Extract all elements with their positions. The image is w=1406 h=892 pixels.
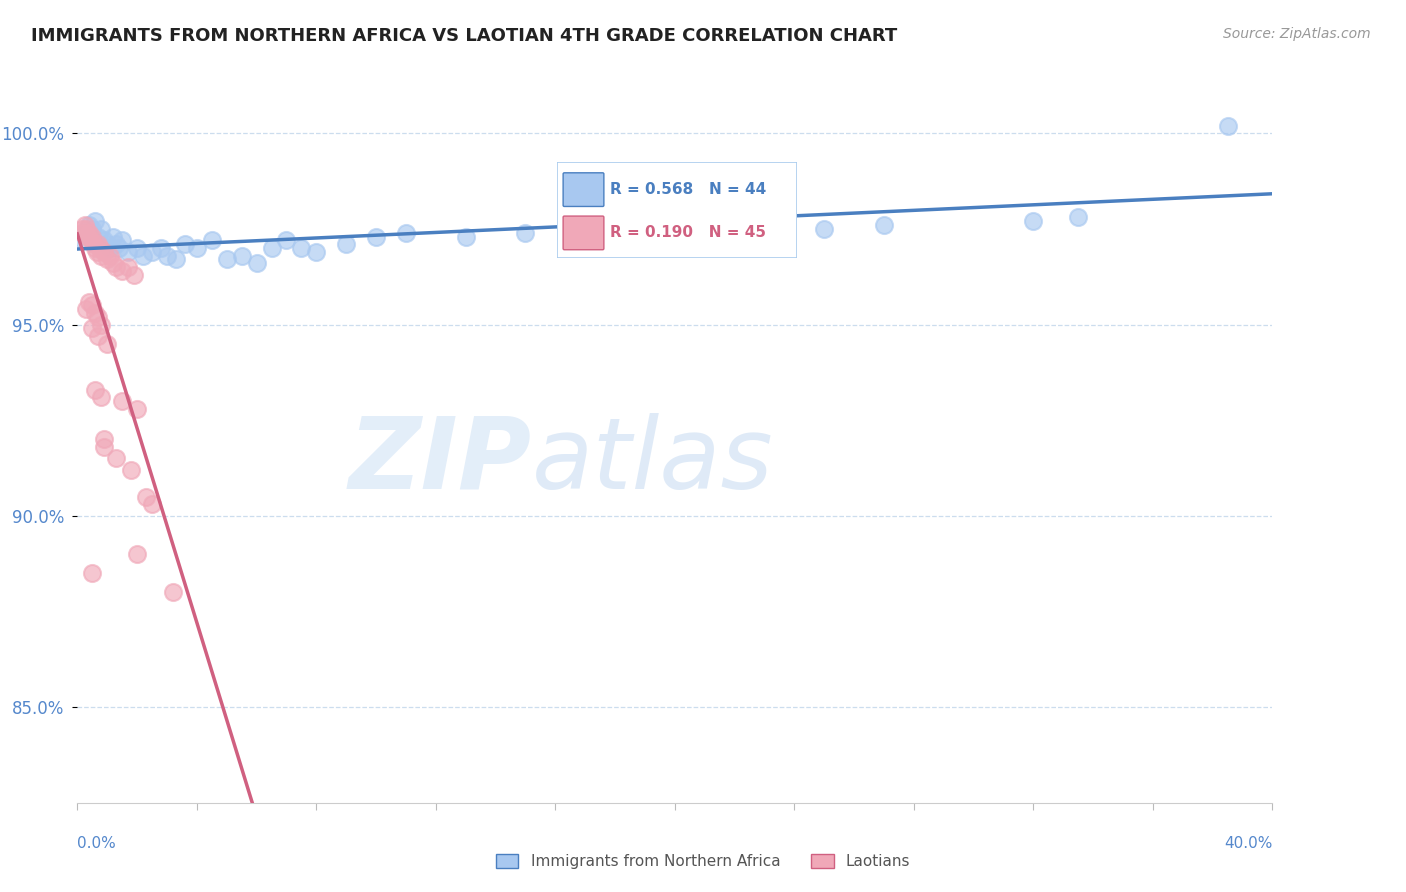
Text: 0.0%: 0.0% — [77, 836, 117, 850]
Point — [70, 222, 93, 236]
FancyBboxPatch shape — [564, 173, 603, 206]
Point — [79, 218, 101, 232]
Point — [515, 226, 537, 240]
Text: R = 0.568   N = 44: R = 0.568 N = 44 — [610, 182, 766, 197]
Point — [813, 222, 835, 236]
Point — [873, 218, 896, 232]
Point — [1216, 119, 1239, 133]
Point — [73, 218, 96, 232]
Text: 40.0%: 40.0% — [1225, 836, 1272, 850]
Point — [1067, 211, 1090, 225]
Point — [87, 237, 110, 252]
Point — [366, 229, 388, 244]
Point — [693, 218, 716, 232]
Point — [96, 252, 118, 267]
Point — [90, 249, 112, 263]
Text: R = 0.190   N = 45: R = 0.190 N = 45 — [610, 226, 766, 241]
Point — [156, 249, 179, 263]
Point — [335, 237, 357, 252]
Point — [84, 383, 107, 397]
Point — [122, 268, 145, 282]
Point — [96, 336, 118, 351]
Point — [231, 249, 253, 263]
Point — [82, 298, 104, 312]
Point — [98, 249, 121, 263]
Point — [117, 244, 139, 259]
Point — [75, 226, 97, 240]
Point — [89, 241, 111, 255]
FancyBboxPatch shape — [557, 162, 797, 258]
Point — [664, 218, 686, 232]
Point — [290, 241, 312, 255]
Point — [72, 233, 94, 247]
Point — [93, 233, 115, 247]
Point — [215, 252, 238, 267]
Point — [150, 241, 173, 255]
Point — [93, 433, 115, 447]
Point — [305, 244, 328, 259]
Point — [90, 222, 112, 236]
Point — [103, 256, 124, 270]
Point — [395, 226, 418, 240]
Point — [80, 233, 103, 247]
Point — [82, 566, 104, 581]
Point — [76, 229, 98, 244]
Point — [87, 310, 110, 324]
Point — [87, 229, 110, 244]
Text: ZIP: ZIP — [349, 413, 531, 509]
Point — [201, 233, 224, 247]
Point — [120, 463, 142, 477]
Point — [90, 318, 112, 332]
Point — [93, 244, 115, 259]
Point — [454, 229, 477, 244]
Point — [127, 401, 149, 416]
Point — [132, 249, 155, 263]
Point — [84, 241, 107, 255]
Point — [82, 321, 104, 335]
Point — [75, 302, 97, 317]
Point — [79, 226, 101, 240]
Text: atlas: atlas — [531, 413, 773, 509]
Point — [111, 394, 134, 409]
Point — [141, 244, 163, 259]
Point — [79, 294, 101, 309]
Point — [117, 260, 139, 274]
Point — [108, 241, 131, 255]
Point — [82, 222, 104, 236]
Point — [84, 214, 107, 228]
Point — [127, 241, 149, 255]
Point — [111, 233, 134, 247]
Point — [127, 547, 149, 561]
Text: IMMIGRANTS FROM NORTHERN AFRICA VS LAOTIAN 4TH GRADE CORRELATION CHART: IMMIGRANTS FROM NORTHERN AFRICA VS LAOTI… — [31, 27, 897, 45]
Point — [174, 237, 197, 252]
Point — [86, 244, 108, 259]
Point — [87, 329, 110, 343]
Point — [83, 237, 105, 252]
Point — [1022, 214, 1045, 228]
Point — [111, 264, 134, 278]
Point — [103, 229, 124, 244]
Point — [135, 490, 157, 504]
Point — [246, 256, 269, 270]
Point — [162, 585, 184, 599]
Point — [260, 241, 283, 255]
Point — [75, 222, 97, 236]
Point — [82, 229, 104, 244]
Point — [72, 226, 94, 240]
Point — [105, 451, 128, 466]
FancyBboxPatch shape — [564, 216, 603, 250]
Point — [105, 237, 128, 252]
Legend: Immigrants from Northern Africa, Laotians: Immigrants from Northern Africa, Laotian… — [489, 848, 917, 875]
Point — [98, 241, 121, 255]
Point — [186, 241, 208, 255]
Text: Source: ZipAtlas.com: Source: ZipAtlas.com — [1223, 27, 1371, 41]
Point — [105, 260, 128, 274]
Point — [276, 233, 298, 247]
Point — [165, 252, 187, 267]
Point — [93, 440, 115, 454]
Point — [90, 390, 112, 404]
Point — [96, 237, 118, 252]
Point — [84, 306, 107, 320]
Point — [141, 497, 163, 511]
